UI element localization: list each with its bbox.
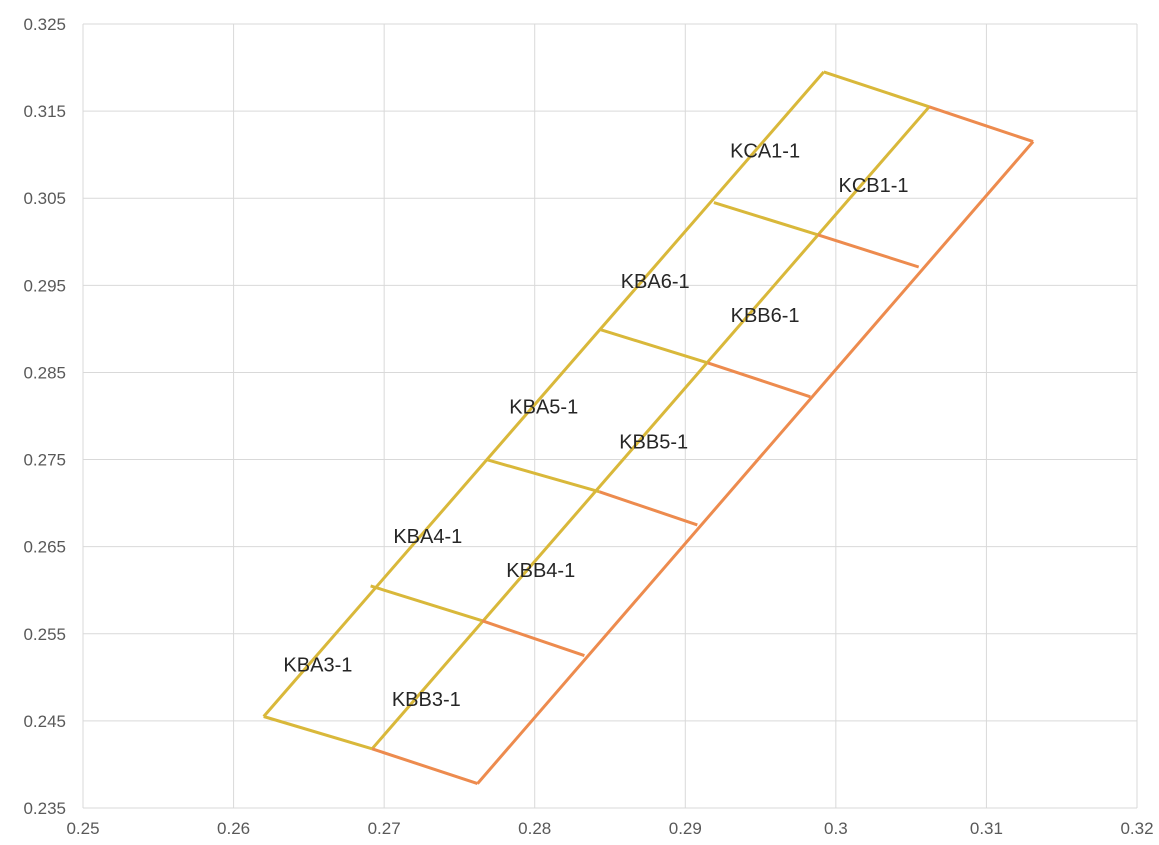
y-tick-label: 0.235 xyxy=(23,799,66,818)
cell-label: KBA4-1 xyxy=(393,526,462,548)
x-tick-label: 0.25 xyxy=(66,819,99,838)
y-tick-label: 0.255 xyxy=(23,625,66,644)
annotation-layer: KBA3-1 KBB3-1 KBA4-1 KBB4-1 KBA5-1 KBB5-1 KBA6… xyxy=(283,140,908,711)
series-line-segment xyxy=(486,458,600,494)
y-tick-label: 0.305 xyxy=(23,189,66,208)
cell-label: KCA1-1 xyxy=(730,140,800,162)
x-tick-label: 0.32 xyxy=(1120,819,1153,838)
series-line-segment xyxy=(262,70,825,718)
cell-label: KBA3-1 xyxy=(283,654,352,676)
series-line-segment xyxy=(476,140,1035,785)
series-line-segment xyxy=(823,70,930,109)
x-tick-label: 0.31 xyxy=(970,819,1003,838)
series-line-segment xyxy=(707,361,811,399)
y-tick-label: 0.315 xyxy=(23,102,66,121)
tick-layer: 0.25 0.26 0.27 0.28 0.29 0.3 0.31 0.32 0.235 0.24… xyxy=(23,15,1153,838)
series-line-segment xyxy=(600,328,709,365)
cell-label: KCB1-1 xyxy=(838,175,908,197)
x-tick-label: 0.26 xyxy=(217,819,250,838)
y-tick-label: 0.275 xyxy=(23,451,66,470)
x-tick-label: 0.27 xyxy=(368,819,401,838)
series-line-segment xyxy=(263,715,373,751)
y-tick-label: 0.265 xyxy=(23,538,66,557)
series-line-segment xyxy=(370,584,483,623)
series-line-segment xyxy=(371,747,478,786)
y-tick-label: 0.245 xyxy=(23,712,66,731)
y-tick-label: 0.325 xyxy=(23,15,66,34)
x-tick-label: 0.29 xyxy=(669,819,702,838)
cell-label: KBB3-1 xyxy=(392,689,461,711)
x-tick-label: 0.28 xyxy=(518,819,551,838)
series-line-segment xyxy=(481,619,585,658)
cell-label: KBB6-1 xyxy=(731,305,800,327)
cell-label: KBB4-1 xyxy=(506,560,575,582)
x-tick-label: 0.3 xyxy=(824,819,848,838)
series-line-segment xyxy=(928,105,1034,144)
y-tick-label: 0.295 xyxy=(23,276,66,295)
cell-label: KBB5-1 xyxy=(619,431,688,453)
y-tick-label: 0.285 xyxy=(23,363,66,382)
cell-label: KBA5-1 xyxy=(509,396,578,418)
series-line-segment xyxy=(599,490,698,527)
cell-label: KBA6-1 xyxy=(621,271,690,293)
series-layer xyxy=(262,70,1035,786)
series-line-segment xyxy=(817,233,920,269)
grid-layer xyxy=(82,23,1138,809)
series-line-segment xyxy=(370,105,931,750)
series-line-segment xyxy=(713,201,819,237)
